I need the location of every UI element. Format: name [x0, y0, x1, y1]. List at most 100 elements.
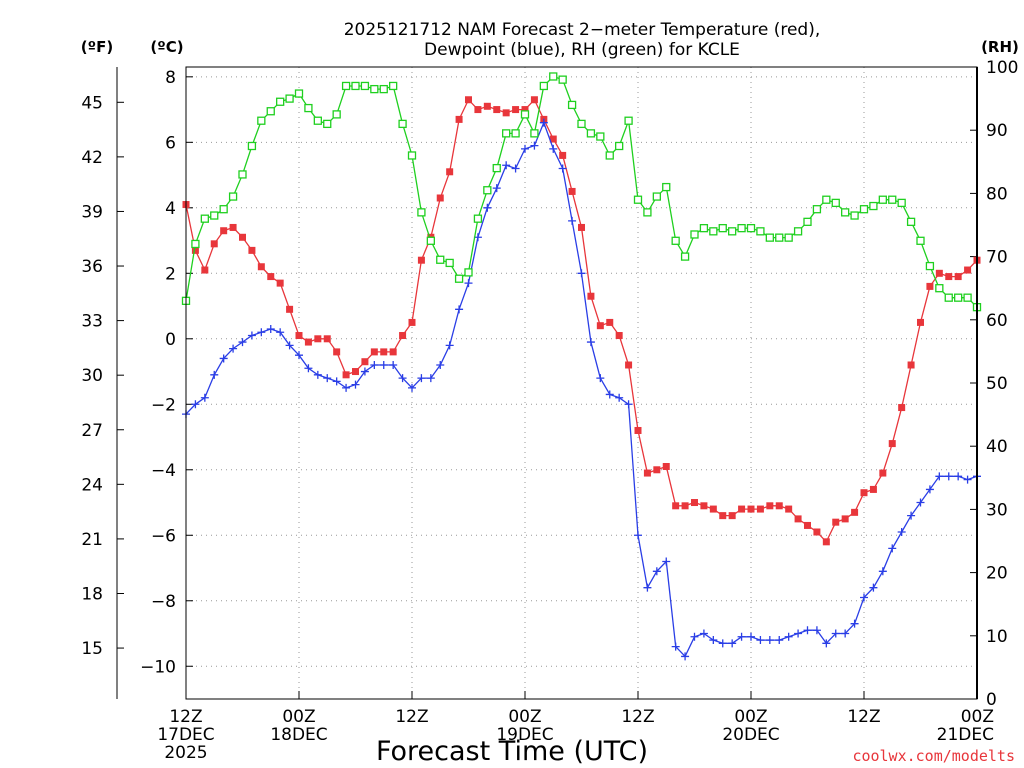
temperature-point [295, 332, 303, 340]
rh-tick-label: 10 [986, 627, 1008, 647]
rh-point [728, 227, 737, 236]
dewpoint-point [304, 364, 313, 373]
rh-point [276, 97, 285, 106]
rh-point [436, 255, 445, 264]
rh-point [954, 293, 963, 302]
rh-point [285, 94, 294, 103]
rh-point [906, 217, 916, 226]
dewpoint-point [615, 393, 624, 402]
celsius-tick-label: 8 [165, 68, 176, 88]
dewpoint-point [586, 338, 595, 347]
dewpoint-point [728, 639, 737, 648]
temperature-point [493, 106, 501, 114]
dewpoint-point [219, 354, 228, 363]
temperature-point [399, 332, 407, 340]
rh-point [530, 129, 539, 138]
rh-point [389, 81, 398, 91]
rh-point [586, 129, 596, 138]
rh-point [746, 224, 756, 233]
fahrenheit-tick-label: 18 [81, 584, 103, 604]
celsius-tick-label: 6 [165, 133, 176, 153]
temperature-point [832, 518, 840, 526]
x-axis-title: Forecast Time (UTC) [376, 736, 648, 767]
rh-tick-label: 0 [986, 690, 997, 710]
rh-point [775, 233, 784, 242]
rh-point [878, 195, 887, 204]
rh-point [341, 81, 351, 91]
rh-point [238, 170, 247, 179]
rh-point [888, 195, 897, 204]
rh-point [567, 100, 577, 110]
rh-point [869, 201, 878, 211]
rh-point [897, 198, 906, 208]
rh-point [605, 151, 614, 160]
temperature-point [794, 515, 802, 523]
dewpoint-point [860, 593, 868, 602]
temperature-point [389, 348, 397, 356]
rh-point [812, 205, 822, 214]
dewpoint-point [822, 639, 831, 648]
fahrenheit-tick-label: 36 [81, 257, 103, 277]
temperature-point [304, 338, 312, 346]
rh-tick-label: 90 [986, 121, 1008, 141]
dewpoint-point [389, 360, 398, 369]
rh-point [831, 198, 840, 208]
time-tick-date: 17DEC [157, 725, 214, 745]
dewpoint-point [539, 118, 548, 127]
temperature-point [436, 194, 444, 202]
rh-point [596, 132, 605, 141]
temperature-point [898, 404, 906, 412]
rh-point [615, 141, 624, 151]
dewpoint-point [737, 632, 746, 641]
rh-point [492, 163, 501, 173]
rh-tick-label: 70 [986, 248, 1008, 268]
fahrenheit-tick-label: 21 [81, 530, 103, 550]
fahrenheit-unit-label: (ºF) [81, 38, 113, 56]
time-tick-label: 00Z [508, 707, 541, 727]
dewpoint-point [295, 351, 303, 360]
celsius-tick-label: −2 [151, 395, 176, 415]
dewpoint-point [342, 383, 351, 392]
axis-ticks: −10−8−6−4−202468151821242730333639424501… [81, 58, 1018, 763]
temperature-point [606, 318, 614, 326]
temperature-point [775, 502, 783, 510]
dewpoint-point [276, 328, 285, 337]
dewpoint-point [812, 626, 821, 635]
rh-point [323, 119, 332, 129]
rh-unit-label: (RH) [981, 38, 1019, 56]
time-tick-label: 12Z [621, 707, 654, 727]
series-layer [181, 72, 982, 661]
rh-point [680, 252, 690, 261]
dewpoint-point [765, 636, 774, 645]
rh-point [210, 211, 219, 220]
temperature-point [323, 335, 331, 343]
chart-title-line1: 2025121712 NAM Forecast 2−meter Temperat… [344, 20, 821, 40]
dewpoint-point [455, 305, 464, 314]
time-tick-date: 19DEC [496, 725, 553, 745]
rh-point [191, 239, 200, 249]
credit-text: coolwx.com/modelts [852, 747, 1015, 765]
temperature-point [352, 368, 359, 376]
dewpoint-point [558, 164, 567, 173]
dewpoint-point [747, 632, 755, 641]
temperature-point [521, 106, 529, 114]
rh-point [266, 107, 275, 116]
dewpoint-point [332, 377, 341, 386]
rh-point [963, 293, 972, 302]
rh-tick-label: 60 [986, 311, 1008, 331]
temperature-point [785, 505, 793, 513]
temperature-point [220, 227, 228, 235]
dewpoint-point [247, 331, 256, 340]
rh-point [916, 236, 925, 245]
dewpoint-point [285, 341, 294, 350]
rh-point [407, 151, 417, 160]
temperature-point [738, 505, 746, 513]
dewpoint-point [426, 374, 435, 383]
dewpoint-point [379, 360, 388, 369]
dewpoint-point [954, 472, 963, 481]
rh-point [737, 224, 746, 233]
temperature-point [935, 269, 943, 277]
dewpoint-point [944, 472, 953, 481]
rh-point [671, 236, 680, 245]
